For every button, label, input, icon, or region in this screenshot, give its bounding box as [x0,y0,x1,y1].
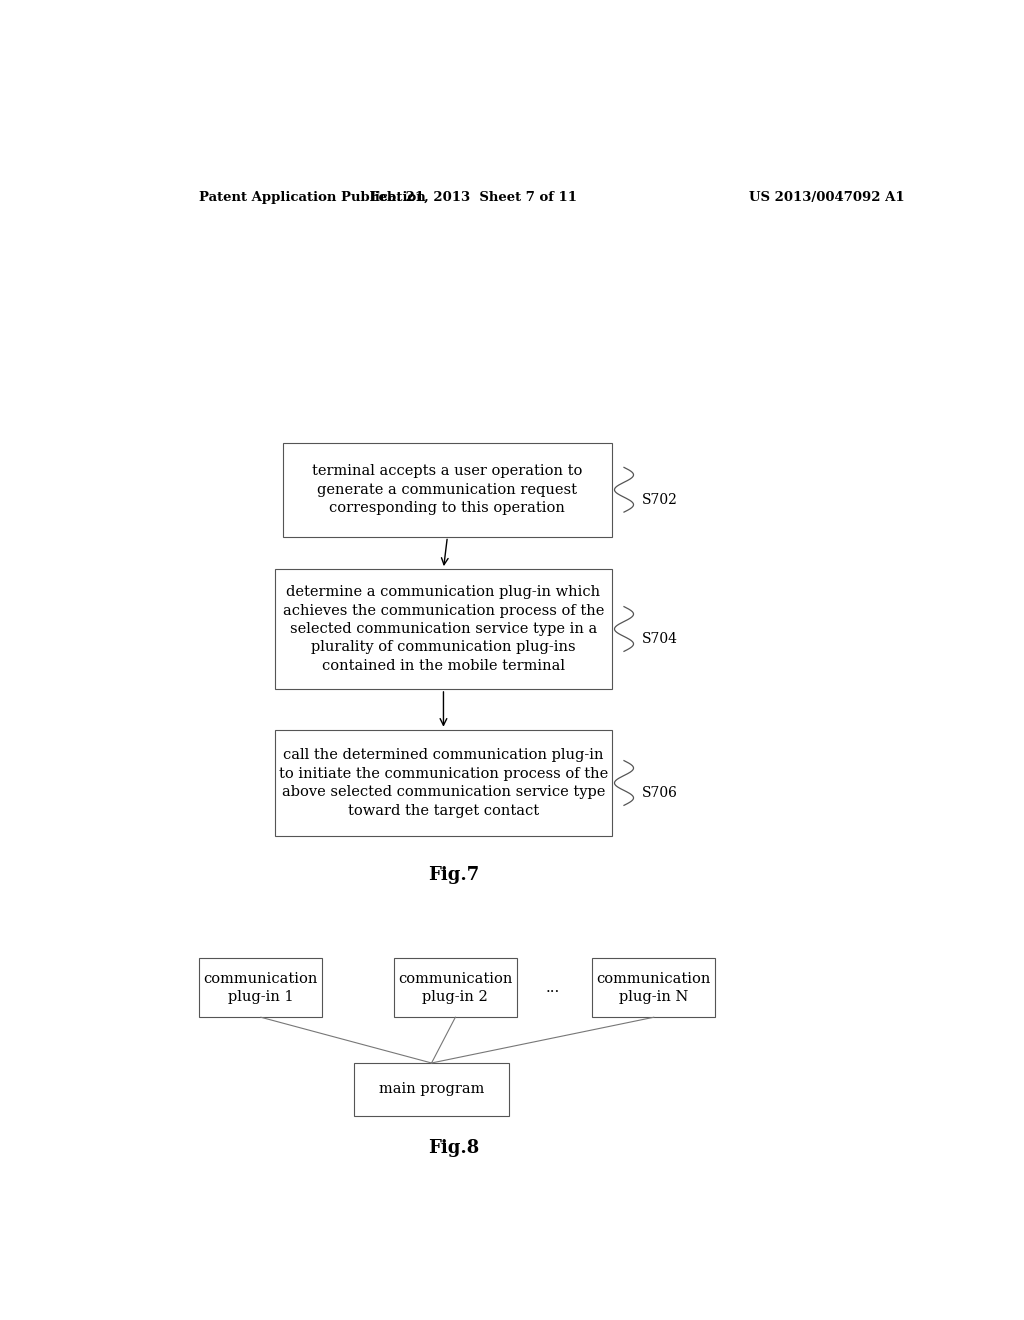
Bar [274,569,612,689]
Text: Fig.7: Fig.7 [428,866,479,884]
Bar [283,444,612,536]
Text: ...: ... [546,981,560,995]
Text: US 2013/0047092 A1: US 2013/0047092 A1 [749,190,904,203]
Text: call the determined communication plug-in
to initiate the communication process : call the determined communication plug-i… [279,748,608,817]
Text: terminal accepts a user operation to
generate a communication request
correspond: terminal accepts a user operation to gen… [312,465,583,515]
Text: communication
plug-in 1: communication plug-in 1 [204,972,318,1005]
Text: Feb. 21, 2013  Sheet 7 of 11: Feb. 21, 2013 Sheet 7 of 11 [370,190,577,203]
Text: communication
plug-in 2: communication plug-in 2 [398,972,513,1005]
Bar [592,958,715,1018]
Bar [394,958,517,1018]
Text: communication
plug-in N: communication plug-in N [597,972,711,1005]
Text: determine a communication plug-in which
achieves the communication process of th: determine a communication plug-in which … [283,585,604,673]
Bar [200,958,323,1018]
Text: S702: S702 [642,492,678,507]
Text: main program: main program [379,1082,484,1097]
Text: S706: S706 [642,787,678,800]
Bar [274,730,612,837]
Text: Fig.8: Fig.8 [428,1139,479,1158]
Text: S704: S704 [642,632,678,647]
Text: Patent Application Publication: Patent Application Publication [200,190,426,203]
Bar [354,1063,509,1115]
